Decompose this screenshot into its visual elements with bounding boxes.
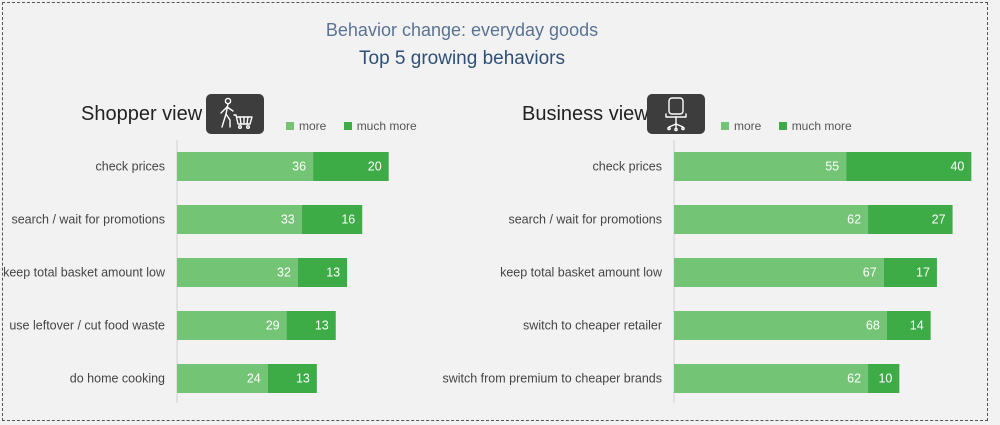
legend-item-more: more: [286, 119, 326, 133]
chart-1-bar-more: [674, 152, 847, 181]
chart-1-bar-more: [674, 364, 869, 393]
chart-0-bar-much-more: [313, 152, 389, 181]
chart-1-value-label: 55: [825, 160, 839, 174]
legend-item-more: more: [721, 119, 761, 133]
chart-1-value-label: 62: [847, 213, 861, 227]
chart-1-value-label: 10: [878, 372, 892, 386]
chart-subtitle: Top 5 growing behaviors: [359, 48, 565, 69]
chart-1-value-label: 68: [866, 319, 880, 333]
legend-label-much-more: much more: [791, 119, 852, 133]
chart-0-category-label: do home cooking: [70, 372, 165, 386]
chart-title: Behavior change: everyday goods: [325, 20, 599, 40]
chart-0-value-label: 33: [281, 213, 295, 227]
chart-0-value-label: 24: [247, 372, 261, 386]
chart-0-bar-more: [177, 364, 268, 393]
chart-0-value-label: 13: [326, 266, 340, 280]
chart-0-value-label: 32: [277, 266, 291, 280]
legend-swatch-much-more: [778, 122, 787, 130]
chart-1-category-label: check prices: [593, 160, 662, 174]
chart-0-value-label: 20: [368, 160, 382, 174]
chart-0-bar-more: [177, 152, 314, 181]
office-chair-icon: [647, 94, 705, 134]
chart-1-bar-much-more: [883, 258, 937, 287]
legend-swatch-more: [286, 122, 294, 130]
chart-1-value-label: 62: [847, 372, 861, 386]
chart-1-bar-much-more: [868, 364, 900, 393]
chart-0-bar-much-more: [301, 205, 363, 234]
legend-item-much-more: much more: [778, 119, 852, 133]
business-legend: more much more: [721, 119, 866, 133]
chart-1-bar-much-more: [846, 152, 972, 181]
chart-1-bar-more: [674, 258, 884, 287]
chart-1-bar-much-more: [868, 205, 953, 234]
chart-1-value-label: 14: [910, 319, 924, 333]
legend-label-more: more: [299, 119, 327, 133]
legend-label-much-more: much more: [356, 119, 417, 133]
chart-1-category-label: keep total basket amount low: [500, 266, 663, 280]
chart-1-value-label: 67: [863, 266, 877, 280]
business-bar-chart: check prices 55 40 search / wait for promot…: [442, 140, 972, 403]
chart-0-value-label: 16: [341, 213, 355, 227]
shopper-cart-icon: [206, 94, 264, 134]
chart-0-category-label: check prices: [96, 160, 165, 174]
chart-0-category-label: search / wait for promotions: [11, 213, 165, 227]
chart-1-bar-more: [674, 311, 887, 340]
chart-0-bar-more: [177, 311, 287, 340]
chart-1-value-label: 40: [950, 160, 964, 174]
chart-0-bar-more: [177, 205, 302, 234]
chart-1-category-label: switch from premium to cheaper brands: [442, 372, 662, 386]
legend-item-much-more: much more: [343, 119, 417, 133]
dashed-frame: [2, 2, 988, 421]
chart-0-bar-much-more: [297, 258, 348, 287]
chart-1-value-label: 27: [932, 213, 946, 227]
shopper-view-title: Shopper view: [81, 103, 203, 125]
shopper-bar-chart: check prices 36 20 search / wait for promot…: [3, 140, 389, 403]
legend-swatch-much-more: [343, 122, 352, 130]
legend-label-more: more: [734, 119, 762, 133]
chart-0-value-label: 13: [315, 319, 329, 333]
legend-swatch-more: [721, 122, 729, 130]
shopper-legend: more much more: [286, 119, 431, 133]
business-view-title: Business view: [522, 103, 649, 125]
chart-0-category-label: use leftover / cut food waste: [9, 319, 165, 333]
chart-1-bar-much-more: [886, 311, 931, 340]
chart-1-bar-more: [674, 205, 869, 234]
chart-0-category-label: keep total basket amount low: [3, 266, 166, 280]
chart-0-bar-much-more: [267, 364, 317, 393]
chart-1-value-label: 17: [916, 266, 930, 280]
chart-0-bar-more: [177, 258, 298, 287]
chart-0-bar-much-more: [286, 311, 336, 340]
chart-0-value-label: 13: [296, 372, 310, 386]
chart-1-category-label: search / wait for promotions: [508, 213, 662, 227]
chart-0-value-label: 29: [266, 319, 280, 333]
chart-1-category-label: switch to cheaper retailer: [523, 319, 662, 333]
chart-0-value-label: 36: [292, 160, 306, 174]
